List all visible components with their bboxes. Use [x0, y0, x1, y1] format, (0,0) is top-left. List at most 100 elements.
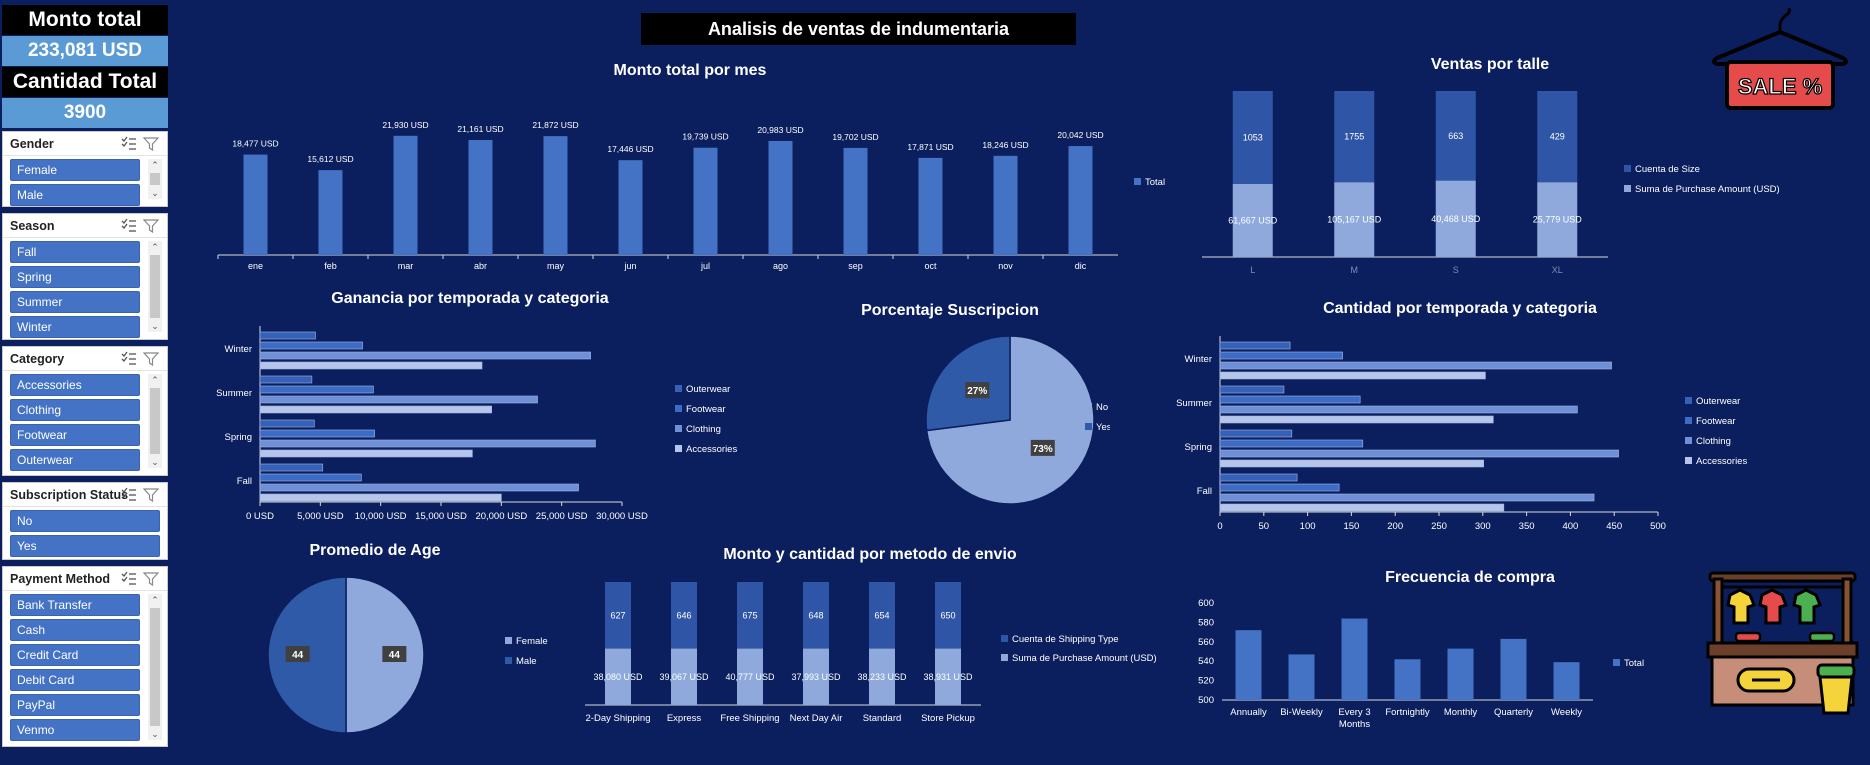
slicer-payment-method: Payment Method Bank Transfer Cash Credit Ca… [2, 566, 168, 747]
slicer-body: No Yes [3, 507, 167, 557]
slicer-title-payment: Payment Method [3, 567, 167, 591]
x-tick-label: 25,000 USD [536, 511, 588, 522]
chevron-up-icon[interactable]: ⌃ [151, 160, 159, 170]
slicer-item-season[interactable]: Winter [10, 316, 140, 338]
x-tick-label: 50 [1259, 521, 1270, 532]
data-label: 38,931 USD [923, 672, 973, 682]
bar [1219, 429, 1293, 438]
data-label: 18,246 USD [982, 140, 1028, 150]
chart-sales-by-size: 1053 61,667 USD L 1755 105,167 USD M 663 40,468… [1202, 91, 1780, 275]
scrollbar-thumb[interactable] [150, 255, 160, 318]
slicer-item-payment[interactable]: Bank Transfer [10, 594, 140, 616]
slicer-scrollbar[interactable]: ⌃ ⌄ [148, 241, 162, 332]
chevron-up-icon[interactable]: ⌃ [151, 375, 159, 385]
legend-swatch [1613, 659, 1620, 666]
data-label-box [285, 646, 310, 662]
bar-segment [1435, 91, 1476, 181]
data-label: 21,872 USD [532, 120, 578, 130]
slicer-item-payment[interactable]: Credit Card [10, 644, 140, 666]
legend-label: Cuenta de Size [1635, 164, 1700, 175]
slicer-item-payment[interactable]: Cash [10, 619, 140, 641]
slicer-item-subscription[interactable]: No [10, 510, 160, 532]
filter-icon[interactable] [142, 571, 160, 587]
legend-swatch [675, 425, 682, 432]
chevron-down-icon[interactable]: ⌄ [151, 321, 159, 331]
y-tick-label: Winter [225, 344, 252, 355]
bar [1219, 493, 1595, 502]
slicer-item-category[interactable]: Clothing [10, 399, 140, 421]
bar [1394, 659, 1421, 700]
x-tick-label: 20,000 USD [475, 511, 527, 522]
slicer-scrollbar[interactable]: ⌃ ⌄ [148, 594, 162, 740]
slicer-item-payment[interactable]: Venmo [10, 719, 140, 741]
x-tick-label: 200 [1387, 521, 1403, 532]
x-tick-label: mar [398, 261, 414, 271]
y-tick-label: 500 [1198, 695, 1214, 706]
chevron-up-icon[interactable]: ⌃ [151, 242, 159, 252]
slicer-title-text: Payment Method [10, 571, 111, 586]
slicer-item-category[interactable]: Accessories [10, 374, 140, 396]
slicer-item-season[interactable]: Spring [10, 266, 140, 288]
x-tick-label: 500 [1650, 521, 1666, 532]
bar [243, 154, 268, 255]
legend-label: Footwear [686, 404, 726, 415]
slicer-item-subscription[interactable]: Yes [10, 535, 160, 557]
chart-title-qty-season: Cantidad por temporada y categoria [1323, 300, 1597, 317]
filter-icon[interactable] [142, 487, 160, 503]
legend-swatch [1001, 654, 1008, 661]
bar [1219, 439, 1364, 448]
slicer-item-payment[interactable]: PayPal [10, 694, 140, 716]
slicer-title-text: Gender [10, 136, 54, 151]
filter-icon[interactable] [142, 136, 160, 152]
slicer-scrollbar[interactable]: ⌃ ⌄ [148, 159, 162, 199]
x-tick-label: Bi-Weekly [1280, 707, 1323, 718]
data-label: 19,739 USD [682, 132, 728, 142]
bar-segment [1232, 91, 1273, 184]
slicer-item-season[interactable]: Fall [10, 241, 140, 263]
legend-label: Yes [1096, 422, 1110, 433]
filter-icon[interactable] [142, 351, 160, 367]
sale-tag-icon: SALE % [1712, 7, 1848, 110]
bar [1219, 503, 1505, 512]
y-tick-label: Fall [1197, 486, 1212, 497]
x-tick-label: M [1351, 265, 1359, 275]
slicer-item-season[interactable]: Summer [10, 291, 140, 313]
legend-label: Suma de Purchase Amount (USD) [1012, 653, 1157, 664]
slicer-item-category[interactable]: Outerwear [10, 449, 140, 471]
x-tick-label: 450 [1606, 521, 1622, 532]
bar [468, 139, 493, 255]
bar [768, 140, 793, 255]
slicer-scrollbar[interactable]: ⌃ ⌄ [148, 374, 162, 468]
bar [259, 419, 315, 428]
slicer-item-category[interactable]: Footwear [10, 424, 140, 446]
multiselect-icon[interactable] [121, 351, 137, 367]
bar [1219, 449, 1619, 458]
chevron-up-icon[interactable]: ⌃ [151, 595, 159, 605]
legend-swatch [675, 405, 682, 412]
scrollbar-thumb[interactable] [150, 608, 160, 726]
bar-segment [1537, 182, 1578, 257]
filter-icon[interactable] [142, 218, 160, 234]
data-label: 38,080 USD [593, 672, 643, 682]
multiselect-icon[interactable] [121, 218, 137, 234]
cantidad-total-label: Cantidad Total [2, 67, 168, 97]
chevron-down-icon[interactable]: ⌄ [151, 188, 159, 198]
legend-swatch [1624, 185, 1631, 192]
chevron-down-icon[interactable]: ⌄ [151, 729, 159, 739]
chevron-down-icon[interactable]: ⌄ [151, 457, 159, 467]
data-label: 650 [940, 610, 955, 620]
y-tick-label: 580 [1198, 617, 1214, 628]
legend-label: Male [516, 656, 537, 667]
dashboard-title: Analisis de ventas de indumentaria [641, 13, 1076, 45]
slicer-item-payment[interactable]: Debit Card [10, 669, 140, 691]
multiselect-icon[interactable] [121, 487, 137, 503]
x-tick-label: 0 [1217, 521, 1222, 532]
slicer-item-gender[interactable]: Female [10, 159, 140, 181]
scrollbar-thumb[interactable] [150, 388, 160, 454]
scrollbar-thumb[interactable] [150, 173, 160, 185]
multiselect-icon[interactable] [121, 571, 137, 587]
multiselect-icon[interactable] [121, 136, 137, 152]
chart-title-size: Ventas por talle [1430, 56, 1550, 73]
slicer-item-gender[interactable]: Male [10, 184, 140, 206]
data-label: 27% [967, 386, 987, 397]
